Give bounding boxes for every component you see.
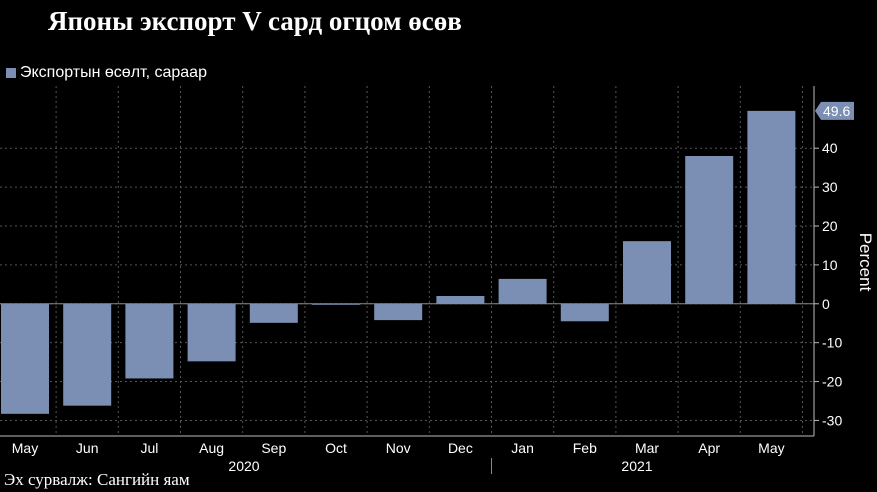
y-tick-label: -30 — [822, 412, 842, 428]
legend-swatch — [6, 68, 16, 78]
y-axis-label: Percent — [856, 233, 875, 292]
x-tick-label: Nov — [386, 440, 411, 456]
bar-dec-7 — [436, 296, 485, 304]
x-tick-label: Dec — [448, 440, 473, 456]
x-tick-label: Sep — [261, 440, 286, 456]
bar-feb-9 — [560, 303, 609, 322]
bar-sep-4 — [249, 303, 298, 323]
bar-apr-11 — [685, 156, 734, 304]
x-tick-label: Jul — [140, 440, 158, 456]
x-tick-label: May — [12, 440, 38, 456]
y-tick-label: 0 — [822, 296, 830, 312]
x-tick-label: Oct — [325, 440, 347, 456]
x-tick-label: Jun — [76, 440, 99, 456]
bar-oct-5 — [312, 303, 360, 305]
bar-jul-2 — [125, 303, 174, 379]
last-value-marker — [815, 101, 854, 120]
bar-mar-10 — [623, 241, 671, 304]
x-tick-label: Aug — [199, 440, 224, 456]
y-tick-label: -10 — [822, 335, 842, 351]
x-tick-label: Jan — [511, 440, 534, 456]
year-label-2021: 2021 — [621, 458, 652, 474]
chart-title: Японы экспорт V сард огцом өсөв — [48, 6, 462, 36]
bar-may-12 — [747, 110, 796, 304]
bar-aug-3 — [187, 303, 236, 362]
last-value-label: 49.6 — [823, 103, 850, 119]
x-tick-label: May — [758, 440, 784, 456]
y-tick-label: 30 — [822, 179, 838, 195]
bar-may-0 — [1, 303, 49, 414]
bar-jun-1 — [63, 303, 112, 406]
bar-nov-6 — [374, 303, 423, 321]
y-tick-label: 40 — [822, 140, 838, 156]
legend: Экспортын өсөлт, сараар — [6, 64, 207, 82]
x-tick-label: Apr — [698, 440, 720, 456]
y-tick-label: 10 — [822, 257, 838, 273]
bar-jan-8 — [498, 278, 547, 304]
legend-label: Экспортын өсөлт, сараар — [20, 64, 207, 81]
y-tick-label: -20 — [822, 374, 842, 390]
x-tick-label: Feb — [573, 440, 597, 456]
x-tick-label: Mar — [635, 440, 659, 456]
year-label-2020: 2020 — [228, 458, 259, 474]
source-note: Эх сурвалж: Сангийн яам — [4, 470, 190, 489]
y-tick-label: 20 — [822, 218, 838, 234]
